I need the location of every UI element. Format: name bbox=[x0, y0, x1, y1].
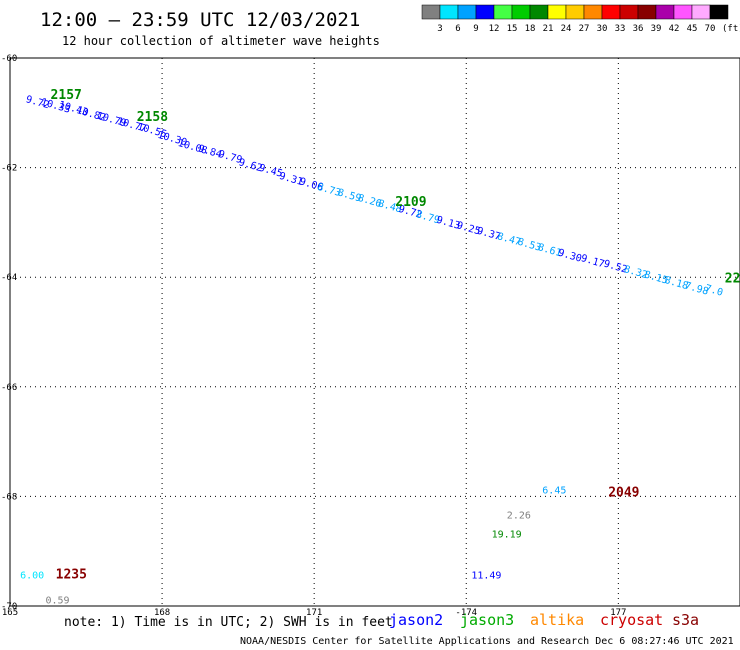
lat-tick-label: -68 bbox=[1, 492, 17, 502]
pass-time-label: 220 bbox=[725, 272, 740, 287]
legend-label: 45 bbox=[687, 24, 698, 34]
legend-label: 39 bbox=[651, 24, 662, 34]
legend-swatch bbox=[601, 4, 621, 20]
lat-tick-label: -60 bbox=[1, 54, 17, 64]
satellite-name: jason3 bbox=[460, 611, 514, 629]
footnote: note: 1) Time is in UTC; 2) SWH is in fe… bbox=[64, 615, 393, 630]
lat-tick-label: -66 bbox=[1, 383, 17, 393]
wave-height-value: 7.0 bbox=[704, 283, 724, 299]
legend-label: 33 bbox=[615, 24, 626, 34]
map-frame bbox=[9, 57, 740, 607]
wave-height-value: 0.59 bbox=[45, 595, 69, 606]
credit-line: NOAA/NESDIS Center for Satellite Applica… bbox=[240, 636, 734, 647]
legend-label: 3 bbox=[437, 24, 442, 34]
satellite-legend: jason2 jason3 altika cryosat s3a bbox=[389, 611, 699, 629]
wave-height-value: 6.45 bbox=[542, 486, 566, 497]
pass-time-label: 2109 bbox=[395, 195, 426, 210]
legend-label: 21 bbox=[543, 24, 554, 34]
satellite-name: cryosat bbox=[600, 611, 663, 629]
legend-swatch bbox=[583, 4, 603, 20]
legend-label: 70 bbox=[705, 24, 716, 34]
legend-swatch bbox=[691, 4, 711, 20]
legend-label: 36 bbox=[633, 24, 644, 34]
legend-label: 42 bbox=[669, 24, 680, 34]
satellite-name: altika bbox=[530, 611, 584, 629]
satellite-name: s3a bbox=[672, 611, 699, 629]
observation-layer: 9.7210.3310.4310.8210.7910.7710.5510.301… bbox=[20, 88, 740, 606]
legend-swatch bbox=[619, 4, 639, 20]
lon-tick-label: 165 bbox=[2, 608, 18, 618]
legend-label: 6 bbox=[455, 24, 460, 34]
legend-label: 30 bbox=[597, 24, 608, 34]
legend-swatch bbox=[421, 4, 441, 20]
legend-swatch bbox=[511, 4, 531, 20]
legend-label: 18 bbox=[525, 24, 536, 34]
legend-swatch bbox=[637, 4, 657, 20]
legend-label: 15 bbox=[507, 24, 518, 34]
legend-swatch bbox=[655, 4, 675, 20]
lon-tick-label: 171 bbox=[306, 608, 322, 618]
map-subtitle: 12 hour collection of altimeter wave hei… bbox=[62, 34, 380, 48]
legend-label: 27 bbox=[579, 24, 590, 34]
legend-label: 24 bbox=[561, 24, 572, 34]
wave-height-value: 11.49 bbox=[471, 571, 501, 582]
wave-height-value: 19.19 bbox=[492, 530, 522, 541]
satellite-name: jason2 bbox=[389, 611, 443, 629]
legend-label: 12 bbox=[489, 24, 500, 34]
wave-height-value: 2.26 bbox=[507, 510, 531, 521]
legend-swatch bbox=[565, 4, 585, 20]
wave-height-value: 6.00 bbox=[20, 571, 44, 582]
legend-swatch bbox=[439, 4, 459, 20]
pass-time-label: 2158 bbox=[137, 110, 168, 125]
legend-unit: (ft) bbox=[722, 24, 740, 34]
lon-tick-label: -174 bbox=[455, 608, 477, 618]
legend-swatch bbox=[493, 4, 513, 20]
legend-swatch bbox=[529, 4, 549, 20]
legend-swatch bbox=[673, 4, 693, 20]
map-title: 12:00 – 23:59 UTC 12/03/2021 bbox=[40, 9, 360, 31]
lon-tick-label: 168 bbox=[154, 608, 170, 618]
lat-lon-grid bbox=[10, 58, 740, 606]
pass-time-label: 1235 bbox=[56, 568, 87, 583]
lat-tick-label: -62 bbox=[1, 164, 17, 174]
pass-time-label: 2157 bbox=[51, 88, 82, 103]
lat-tick-label: -70 bbox=[1, 602, 17, 612]
pass-time-label: 2049 bbox=[608, 485, 639, 500]
legend-swatch bbox=[475, 4, 495, 20]
lon-tick-label: 177 bbox=[610, 608, 626, 618]
lat-tick-label: -64 bbox=[1, 273, 17, 283]
legend-swatch bbox=[709, 4, 729, 20]
legend-label: 9 bbox=[473, 24, 478, 34]
legend-swatch bbox=[457, 4, 477, 20]
legend-swatch bbox=[547, 4, 567, 20]
